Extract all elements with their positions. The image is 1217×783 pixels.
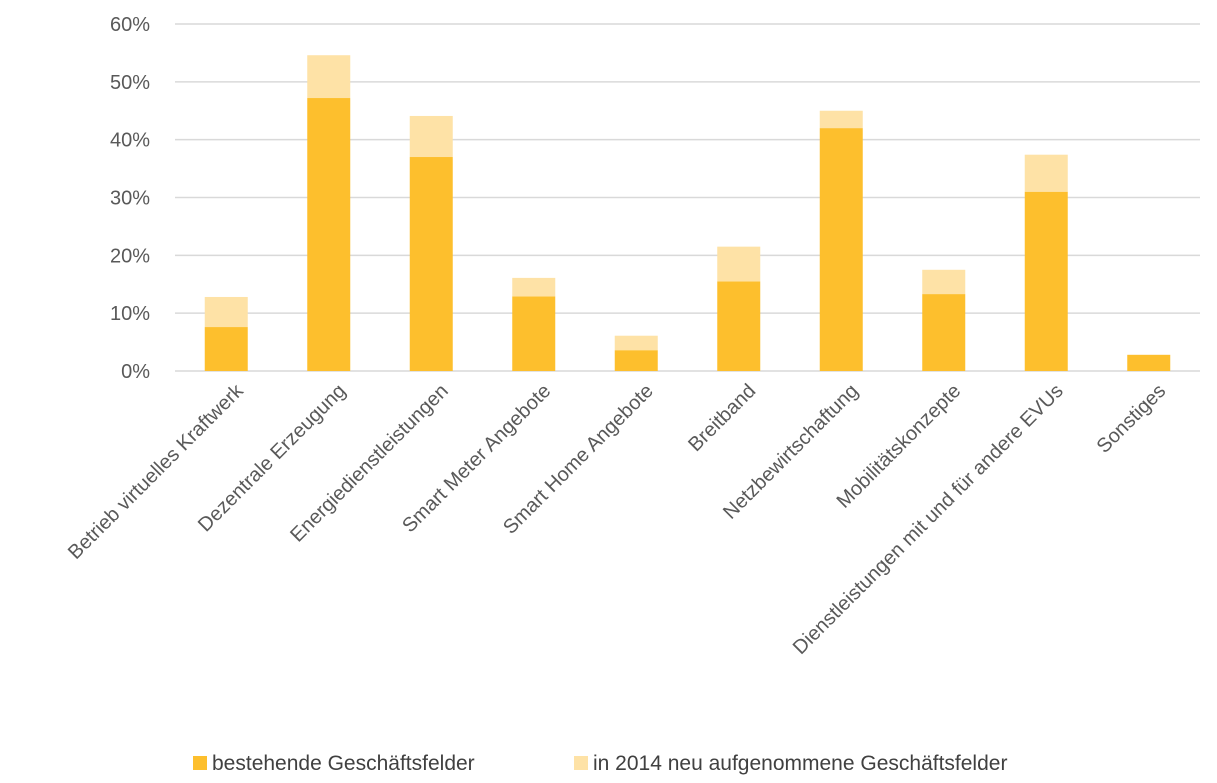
bar-existing xyxy=(1024,191,1068,371)
bars xyxy=(204,55,1171,371)
bar-new xyxy=(922,269,966,295)
legend-swatch-existing xyxy=(193,756,207,770)
bar-existing xyxy=(1127,354,1171,371)
y-tick-label: 30% xyxy=(110,188,150,210)
bar-existing xyxy=(307,98,351,371)
bar-new xyxy=(717,246,761,282)
bar-existing xyxy=(614,350,658,371)
bar-new xyxy=(819,110,863,129)
x-category-label: Sonstiges xyxy=(1093,380,1171,458)
y-tick-label: 50% xyxy=(110,72,150,94)
y-tick-label: 20% xyxy=(110,245,150,267)
x-category-label: Breitband xyxy=(684,380,760,456)
y-tick-label: 0% xyxy=(121,361,150,383)
y-tick-label: 10% xyxy=(110,303,150,325)
bar-new xyxy=(1024,154,1068,192)
y-tick-label: 60% xyxy=(110,14,150,36)
bar-new xyxy=(204,296,248,328)
bar-new xyxy=(614,335,658,351)
bar-existing xyxy=(512,296,556,371)
bar-new xyxy=(409,115,453,158)
y-axis-tick-labels: 0% 10% 20% 30% 40% 50% 60% xyxy=(110,14,150,383)
bar-existing xyxy=(409,157,453,371)
bar-new xyxy=(512,277,556,297)
legend-label-existing: bestehende Geschäftsfelder xyxy=(212,752,475,775)
bar-existing xyxy=(922,294,966,371)
bar-existing xyxy=(819,128,863,371)
legend-swatch-new xyxy=(574,756,588,770)
legend-label-new: in 2014 neu aufgenommene Geschäftsfelder xyxy=(593,752,1007,775)
y-tick-label: 40% xyxy=(110,130,150,152)
bar-existing xyxy=(204,327,248,371)
x-category-label: Betrieb virtuelles Kraftwerk xyxy=(64,379,248,563)
bar-existing xyxy=(717,281,761,371)
legend: bestehende Geschäftsfelder in 2014 neu a… xyxy=(193,752,1007,775)
bar-new xyxy=(307,55,351,99)
